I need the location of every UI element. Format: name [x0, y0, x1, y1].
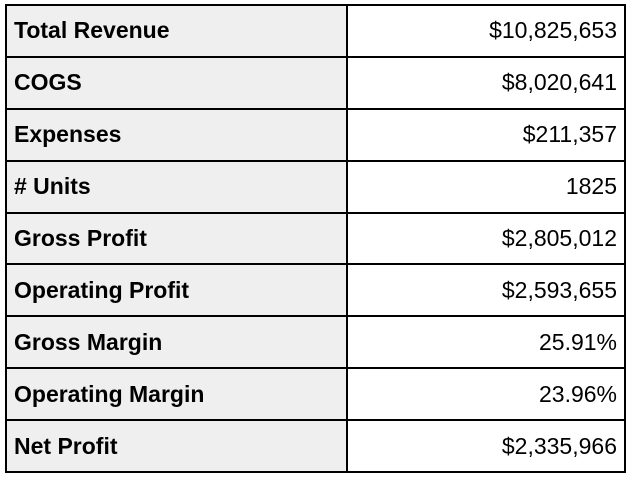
- row-label-gross-profit: Gross Profit: [5, 211, 348, 266]
- row-value-units: 1825: [346, 159, 626, 214]
- row-value-operating-margin: 23.96%: [346, 367, 626, 421]
- row-value-net-profit: $2,335,966: [346, 419, 626, 473]
- table-row: Total Revenue $10,825,653: [5, 4, 626, 58]
- row-value-expenses: $211,357: [346, 107, 626, 162]
- table-body: Total Revenue $10,825,653 COGS $8,020,64…: [5, 4, 626, 473]
- row-value-gross-profit: $2,805,012: [346, 211, 626, 266]
- table-row: Net Profit $2,335,966: [5, 419, 626, 473]
- row-label-cogs: COGS: [5, 55, 348, 110]
- row-value-total-revenue: $10,825,653: [346, 4, 626, 58]
- table-row: Operating Margin 23.96%: [5, 367, 626, 421]
- row-value-gross-margin: 25.91%: [346, 315, 626, 370]
- row-value-cogs: $8,020,641: [346, 55, 626, 110]
- table-row: Operating Profit $2,593,655: [5, 263, 626, 318]
- table-row: # Units 1825: [5, 159, 626, 214]
- financial-summary-table: Total Revenue $10,825,653 COGS $8,020,64…: [5, 4, 626, 473]
- table-row: COGS $8,020,641: [5, 55, 626, 110]
- table-row: Gross Margin 25.91%: [5, 315, 626, 370]
- row-label-net-profit: Net Profit: [5, 419, 348, 473]
- row-label-units: # Units: [5, 159, 348, 214]
- row-label-gross-margin: Gross Margin: [5, 315, 348, 370]
- table-row: Expenses $211,357: [5, 107, 626, 162]
- row-value-operating-profit: $2,593,655: [346, 263, 626, 318]
- row-label-operating-margin: Operating Margin: [5, 367, 348, 421]
- table-row: Gross Profit $2,805,012: [5, 211, 626, 266]
- row-label-total-revenue: Total Revenue: [5, 4, 348, 58]
- row-label-expenses: Expenses: [5, 107, 348, 162]
- row-label-operating-profit: Operating Profit: [5, 263, 348, 318]
